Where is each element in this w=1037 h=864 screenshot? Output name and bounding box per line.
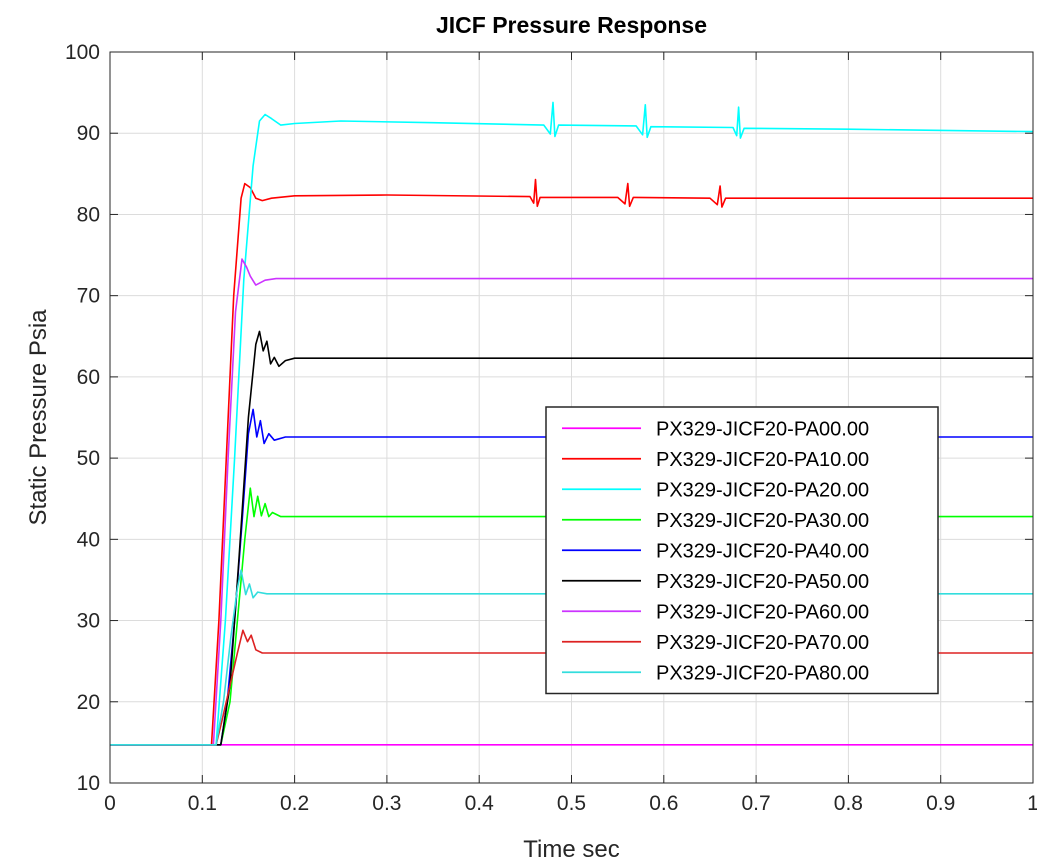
y-tick-label: 70 [77,285,100,308]
x-tick-label: 0.6 [649,792,678,815]
y-tick-label: 90 [77,122,100,145]
series-line-6 [110,258,1033,746]
ticks: 0 0.1 0.2 0.3 0.4 0.5 0.6 0.7 0.8 0.9 1 10 20 30 40 50 6… [65,41,1037,815]
legend-entry: PX329-JICF20-PA50.00 [656,571,869,593]
y-tick-label: 80 [77,203,100,226]
x-tick-label: 0.1 [188,792,217,815]
series-line-4 [110,408,1033,746]
x-tick-label: 0.9 [926,792,955,815]
y-tick-label: 100 [65,41,100,64]
y-tick-label: 20 [77,691,100,714]
x-tick-label: 0.3 [372,792,401,815]
legend-entry: PX329-JICF20-PA00.00 [656,418,869,440]
x-axis-label: Time sec [523,836,619,863]
legend-entry: PX329-JICF20-PA10.00 [656,449,869,471]
y-tick-label: 10 [77,772,100,795]
series-line-3 [110,487,1033,746]
series-line-5 [110,330,1033,746]
legend-entry: PX329-JICF20-PA40.00 [656,540,869,562]
series-line-1 [110,178,1033,746]
x-tick-label: 0.5 [557,792,586,815]
legend-entry: PX329-JICF20-PA20.00 [656,479,869,501]
x-tick-label: 0.2 [280,792,309,815]
x-tick-label: 0.8 [834,792,863,815]
y-tick-label: 60 [77,366,100,389]
chart-title: JICF Pressure Response [436,12,707,38]
series-line-7 [110,629,1033,746]
x-tick-label: 0.4 [465,792,495,815]
x-tick-label: 0.7 [741,792,770,815]
legend: PX329-JICF20-PA00.00 PX329-JICF20-PA10.00… [545,406,939,695]
y-tick-label: 50 [77,447,100,470]
series-lines [110,101,1034,746]
legend-entry: PX329-JICF20-PA30.00 [656,510,869,532]
x-tick-label: 1 [1027,792,1037,815]
legend-entry: PX329-JICF20-PA60.00 [656,601,869,623]
legend-entry: PX329-JICF20-PA80.00 [656,662,869,684]
y-tick-label: 30 [77,610,100,633]
y-axis-label: Static Pressure Psia [25,309,52,526]
x-tick-label: 0 [104,792,116,815]
series-line-2 [110,101,1034,746]
legend-entry: PX329-JICF20-PA70.00 [656,632,869,654]
y-tick-label: 40 [77,528,100,551]
series-line-8 [110,569,1033,746]
